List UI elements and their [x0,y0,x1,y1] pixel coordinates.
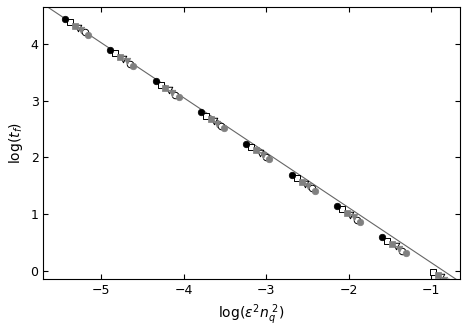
Y-axis label: $\log(t_f)$: $\log(t_f)$ [7,122,25,164]
Point [298,179,305,184]
Point [152,78,159,84]
Point [311,188,318,193]
Point [214,121,221,127]
Point [347,212,354,218]
Point [308,186,315,191]
Point [389,241,396,246]
X-axis label: $\log(\varepsilon^2 n_q^{\ 2})$: $\log(\varepsilon^2 n_q^{\ 2})$ [219,303,285,327]
Point [379,234,386,240]
Point [434,273,441,278]
Point [350,215,357,220]
Point [301,181,309,187]
Point [175,95,183,100]
Point [243,141,250,146]
Point [66,20,73,25]
Point [395,246,403,251]
Point [262,155,270,160]
Point [429,269,437,275]
Point [165,88,172,93]
Point [266,157,273,162]
Point [259,152,267,158]
Point [78,27,85,33]
Point [398,248,406,254]
Point [126,61,134,66]
Point [293,176,300,181]
Point [304,183,312,189]
Point [356,219,364,224]
Point [197,110,205,115]
Point [353,217,361,222]
Point [120,56,127,62]
Point [444,279,452,285]
Point [338,207,346,212]
Point [71,23,78,28]
Point [123,59,130,64]
Point [168,90,176,95]
Point [343,210,351,215]
Point [217,123,225,129]
Point [441,277,448,282]
Point [172,92,179,98]
Point [157,82,164,87]
Point [74,25,82,31]
Point [211,119,218,124]
Point [437,275,445,280]
Point [392,243,399,249]
Point [333,203,341,209]
Point [288,172,296,177]
Point [207,117,215,122]
Point [162,86,169,91]
Point [61,16,69,21]
Point [248,144,255,150]
Point [253,148,260,153]
Point [116,54,124,59]
Point [384,238,391,243]
Point [112,51,119,56]
Point [81,30,88,35]
Point [256,150,263,155]
Point [202,113,210,119]
Point [84,32,92,37]
Point [129,63,137,68]
Point [220,126,228,131]
Point [106,47,114,53]
Point [402,250,410,256]
